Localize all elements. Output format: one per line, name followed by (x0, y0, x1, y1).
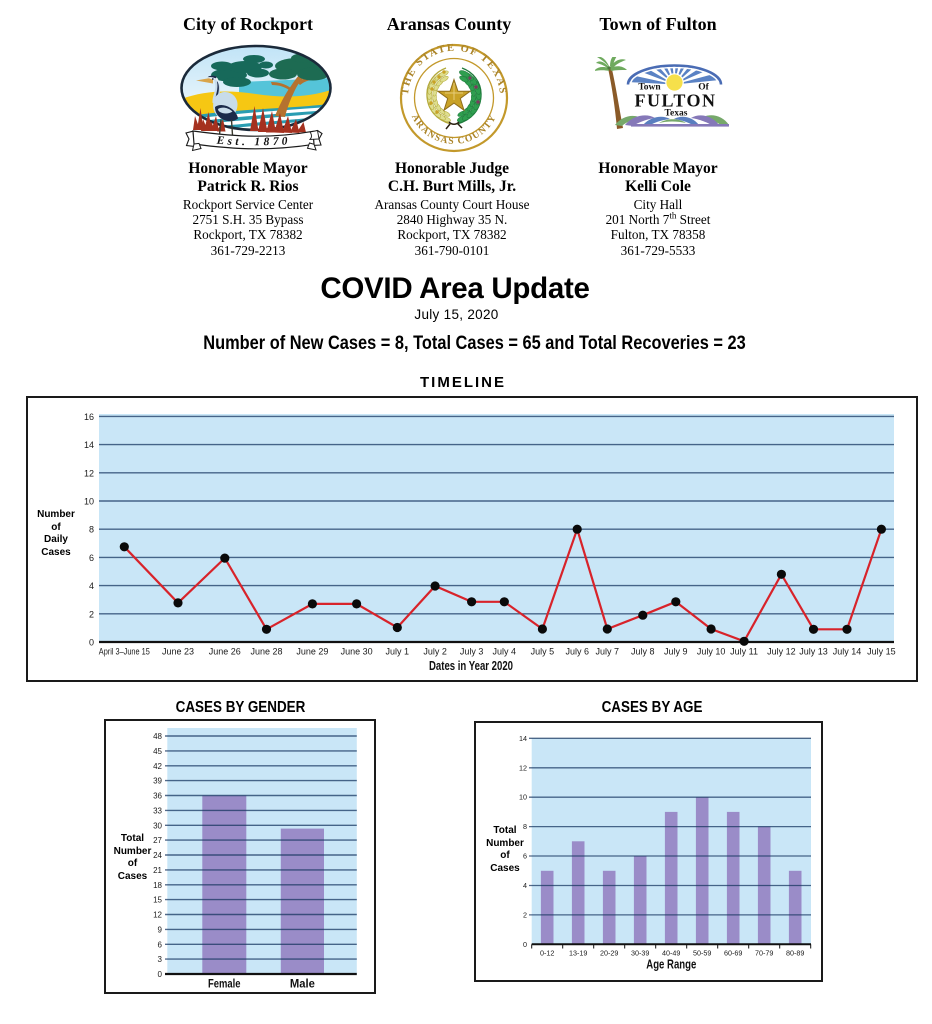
svg-text:6: 6 (523, 852, 527, 861)
svg-text:April 3–June 15: April 3–June 15 (99, 647, 150, 657)
svg-text:4: 4 (89, 581, 94, 591)
svg-text:0: 0 (158, 970, 163, 979)
svg-text:Male: Male (290, 979, 315, 991)
svg-text:50-59: 50-59 (693, 949, 711, 958)
svg-text:12: 12 (84, 468, 94, 478)
svg-text:2: 2 (523, 910, 527, 919)
svg-text:July 2: July 2 (423, 647, 447, 657)
svg-text:70-79: 70-79 (755, 949, 773, 958)
svg-text:0-12: 0-12 (540, 949, 554, 958)
svg-text:Est. 1870: Est. 1870 (215, 135, 291, 149)
svg-text:2: 2 (89, 609, 94, 619)
svg-text:July 14: July 14 (833, 647, 862, 657)
svg-text:3: 3 (158, 955, 163, 964)
svg-text:9: 9 (158, 925, 163, 934)
svg-text:8: 8 (89, 525, 94, 535)
svg-text:10: 10 (519, 793, 527, 802)
svg-text:18: 18 (153, 881, 162, 890)
svg-text:June 23: June 23 (162, 647, 194, 657)
svg-text:6: 6 (89, 553, 94, 563)
svg-text:27: 27 (153, 836, 162, 845)
svg-text:July 13: July 13 (799, 647, 828, 657)
svg-text:June 30: June 30 (341, 647, 373, 657)
svg-text:48: 48 (153, 732, 162, 741)
svg-text:80-89: 80-89 (786, 949, 804, 958)
svg-text:10: 10 (84, 497, 94, 507)
svg-text:36: 36 (153, 792, 162, 801)
svg-text:Dates in Year 2020: Dates in Year 2020 (429, 659, 513, 673)
svg-text:24: 24 (153, 851, 162, 860)
svg-text:July 10: July 10 (697, 647, 726, 657)
svg-text:14: 14 (519, 734, 527, 743)
svg-text:20-29: 20-29 (600, 949, 618, 958)
svg-text:July 5: July 5 (531, 647, 555, 657)
svg-text:July 12: July 12 (767, 647, 796, 657)
svg-text:0: 0 (523, 940, 527, 949)
svg-text:0: 0 (89, 638, 94, 648)
svg-text:42: 42 (153, 762, 162, 771)
svg-text:July 4: July 4 (493, 647, 517, 657)
svg-text:July 15: July 15 (867, 647, 896, 657)
svg-text:6: 6 (158, 940, 163, 949)
svg-text:Female: Female (208, 979, 241, 991)
svg-text:July 9: July 9 (664, 647, 688, 657)
svg-text:July 7: July 7 (596, 647, 620, 657)
svg-text:June 28: June 28 (250, 647, 282, 657)
svg-text:July 1: July 1 (386, 647, 410, 657)
svg-text:12: 12 (519, 763, 527, 772)
svg-text:45: 45 (153, 747, 162, 756)
svg-text:June 26: June 26 (209, 647, 241, 657)
svg-text:15: 15 (153, 896, 162, 905)
svg-text:21: 21 (153, 866, 162, 875)
svg-text:Of: Of (698, 83, 709, 93)
svg-text:14: 14 (84, 440, 94, 450)
svg-text:FULTON: FULTON (634, 91, 716, 111)
svg-text:39: 39 (153, 777, 162, 786)
svg-text:30: 30 (153, 821, 162, 830)
svg-text:July 6: July 6 (565, 647, 589, 657)
svg-text:Texas: Texas (665, 109, 688, 119)
svg-text:12: 12 (153, 911, 162, 920)
svg-text:June 29: June 29 (296, 647, 328, 657)
svg-text:Age Range: Age Range (646, 958, 696, 972)
svg-text:July 11: July 11 (730, 647, 758, 657)
svg-text:Town: Town (638, 83, 661, 93)
svg-text:30-39: 30-39 (631, 949, 649, 958)
svg-text:4: 4 (523, 881, 527, 890)
svg-text:July 8: July 8 (631, 647, 655, 657)
svg-text:60-69: 60-69 (724, 949, 742, 958)
svg-text:13-19: 13-19 (569, 949, 587, 958)
svg-text:33: 33 (153, 806, 162, 815)
svg-text:July 3: July 3 (460, 647, 484, 657)
svg-text:8: 8 (523, 822, 527, 831)
svg-text:40-49: 40-49 (662, 949, 680, 958)
svg-text:16: 16 (84, 412, 94, 422)
